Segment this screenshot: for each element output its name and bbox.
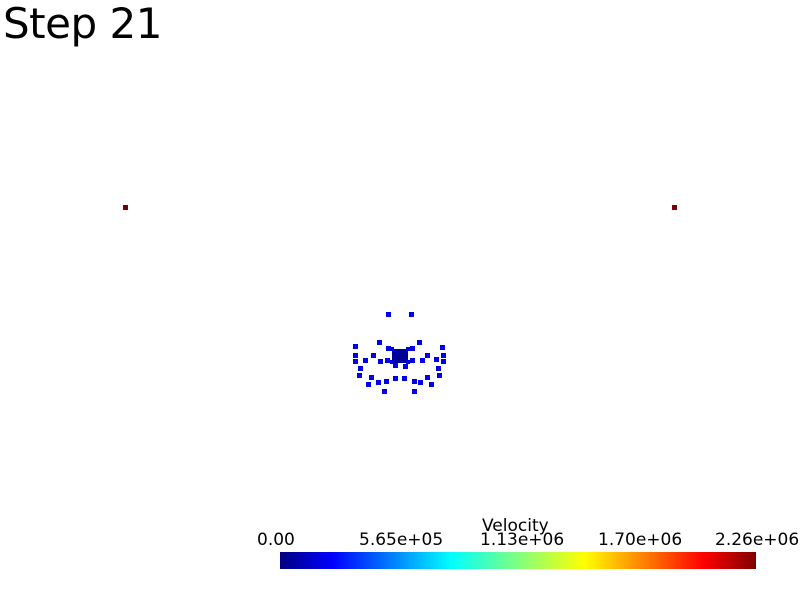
step-title: Step 21 — [3, 0, 162, 48]
particle-core — [390, 347, 410, 364]
scalar-bar-tick-label: 2.26e+06 — [715, 530, 800, 550]
scalar-bar-title: Velocity — [482, 516, 549, 536]
scalar-bar-tick-label: 1.13e+06 — [480, 530, 565, 550]
particle-far-right — [672, 205, 677, 210]
velocity-scalar-bar: Velocity 0.00 5.65e+05 1.13e+06 1.70e+06… — [257, 514, 800, 600]
scalar-bar-tick-label: 0.00 — [257, 530, 295, 550]
scalar-bar-tick-label: 1.70e+06 — [598, 530, 683, 550]
particle-far-left — [123, 205, 128, 210]
particle-shell — [353, 312, 446, 394]
scalar-bar-gradient — [280, 552, 756, 569]
scalar-bar-tick-label: 5.65e+05 — [359, 530, 444, 550]
